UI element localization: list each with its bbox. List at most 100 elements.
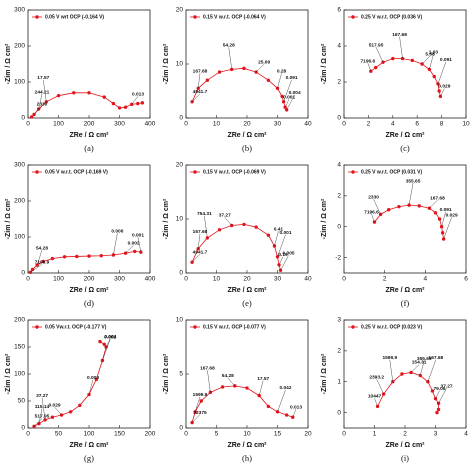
x-tick-label: 0 <box>26 121 30 128</box>
y-tick-label: 300 <box>14 7 25 14</box>
y-tick-label: 0 <box>179 270 183 277</box>
data-point <box>417 204 421 208</box>
annotation-label: 5.68 <box>425 51 435 57</box>
legend-label: 0.15 V w.r.t. OCP (-0.069 V) <box>203 169 266 175</box>
annotation-pointer <box>224 217 232 226</box>
annotation-pointer <box>427 359 437 382</box>
annotation-label: 25.09 <box>258 59 270 65</box>
annotation-label: 0.029 <box>49 402 61 408</box>
annotation-label: 0.001 <box>132 232 144 238</box>
x-tick-label: 200 <box>84 121 95 128</box>
panel-label: (h) <box>242 453 252 463</box>
y-tick-label: 5 <box>179 371 183 378</box>
x-tick-label: 4 <box>391 121 395 128</box>
annotation-label: 1599.9 <box>193 392 208 398</box>
annotation-pointer <box>102 338 111 361</box>
y-tick-label: 0 <box>21 270 25 277</box>
legend-marker <box>193 325 197 329</box>
plot-frame <box>343 164 467 274</box>
annotation-pointer <box>259 380 264 396</box>
panel-label: (d) <box>84 298 94 308</box>
data-point <box>284 108 289 112</box>
x-tick-label: 5 <box>215 431 219 438</box>
data-point <box>254 225 258 229</box>
legend-label: 0.25 V w.r.t. OCP (0.031 V) <box>361 169 422 175</box>
x-tick-label: 2 <box>403 431 407 438</box>
y-tick-label: 0 <box>21 115 25 122</box>
data-point <box>281 100 286 104</box>
annotation-label: 0.004 <box>104 334 116 340</box>
annotation-label: 167.68 <box>193 229 208 235</box>
x-axis-label: ZRe / Ω cm² <box>385 442 425 449</box>
legend-label: 0.05 Vw.r.t. OCP (-0.177 V) <box>45 324 107 330</box>
x-tick-label: 100 <box>53 276 64 283</box>
x-tick-label: 0 <box>342 121 346 128</box>
x-axis-label: ZRe / Ω cm² <box>69 287 109 294</box>
annotation-pointer <box>283 79 292 102</box>
data-point <box>280 94 284 99</box>
y-tick-label: 200 <box>14 198 25 205</box>
annotation-pointer <box>198 73 201 89</box>
annotation-pointer <box>443 216 452 240</box>
annotation-label: 167.68 <box>193 69 208 75</box>
y-axis-label: -Zim / Ω cm² <box>321 198 328 239</box>
x-tick-label: 3 <box>434 431 438 438</box>
annotation-label: 754.31 <box>197 211 212 217</box>
data-point <box>436 407 441 412</box>
x-tick-label: 0 <box>342 276 346 283</box>
annotation-pointer <box>277 389 286 412</box>
annotation-pointer <box>131 96 139 105</box>
data-point <box>440 231 445 235</box>
annotation-label: 0.41 <box>274 226 284 232</box>
y-axis-label: -Zim / Ω cm² <box>321 353 328 394</box>
panel-label: (a) <box>84 143 94 153</box>
panel-label: (i) <box>401 453 409 463</box>
data-point <box>69 410 73 414</box>
x-tick-label: 20 <box>243 121 251 128</box>
data-point <box>217 70 222 74</box>
annotation-pointer <box>274 230 279 247</box>
annotation-label: 10447 <box>368 394 382 400</box>
x-tick-label: 0 <box>184 431 188 438</box>
annotation-label: 0.001 <box>283 94 295 100</box>
y-tick-label: 2 <box>337 193 341 200</box>
data-point <box>50 256 55 261</box>
x-tick-label: 10 <box>213 121 221 128</box>
annotation-pointer <box>399 36 403 59</box>
annotation-label: 167.68 <box>200 366 215 372</box>
data-point <box>284 413 289 417</box>
annotation-label: 54.28 <box>223 43 235 49</box>
panel-label: (c) <box>400 143 410 153</box>
annotation-pointer <box>408 183 414 206</box>
y-tick-label: 10 <box>176 317 184 324</box>
annotation-label: 244.21 <box>35 89 50 95</box>
legend-marker <box>193 170 197 174</box>
annotation-pointer <box>227 377 235 387</box>
legend-label: 0.05 V wrt OCP (-0.164 V) <box>45 14 104 20</box>
data-point <box>75 254 79 259</box>
y-tick-label: 2 <box>337 348 341 355</box>
annotation-pointer <box>105 338 111 348</box>
x-tick-label: 1 <box>373 431 377 438</box>
annotation-label: 2393.2 <box>369 374 384 380</box>
annotation-label: 0.005 <box>283 251 295 257</box>
y-tick-label: 200 <box>14 317 25 324</box>
panel-label: (b) <box>242 143 252 153</box>
legend-marker <box>193 15 197 19</box>
data-point <box>72 91 76 95</box>
x-tick-label: 200 <box>84 276 95 283</box>
annotation-label: 32375 <box>193 410 207 416</box>
data-point <box>140 101 145 105</box>
data-point <box>123 105 128 109</box>
y-tick-label: 4 <box>337 43 341 50</box>
panel-label: (e) <box>242 298 252 308</box>
annotation-pointer <box>125 245 134 254</box>
annotation-pointer <box>137 237 142 253</box>
x-tick-label: 200 <box>145 431 156 438</box>
annotation-pointer <box>33 106 43 115</box>
annotation-pointer <box>191 93 201 102</box>
legend-marker <box>351 15 355 19</box>
x-tick-label: 300 <box>114 121 125 128</box>
legend-marker <box>351 170 355 174</box>
x-tick-label: 2 <box>367 121 371 128</box>
